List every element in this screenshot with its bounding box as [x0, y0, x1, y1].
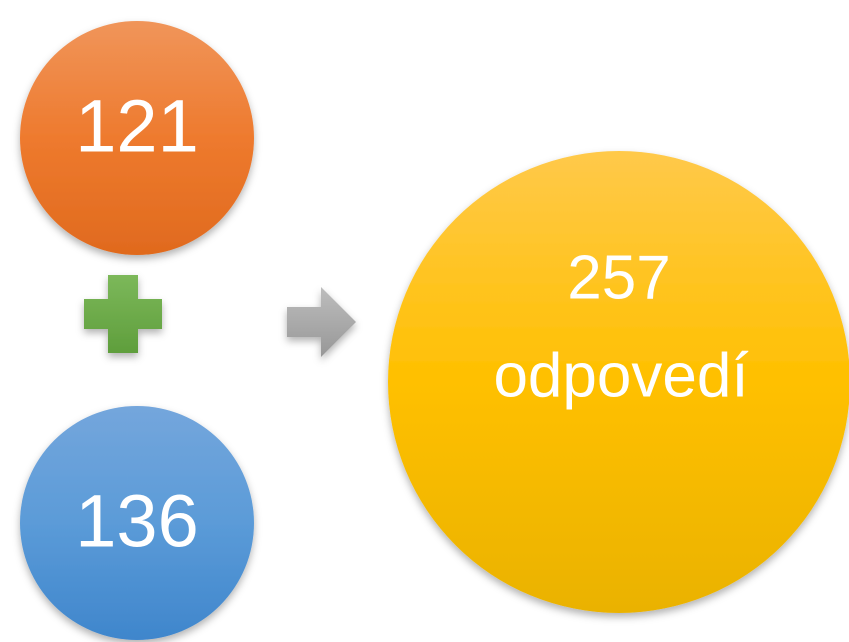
result-value: 257 [567, 243, 670, 312]
node-orange: 121 [20, 21, 254, 255]
result-label: odpovedí [493, 341, 748, 410]
arrow-icon [287, 287, 356, 357]
plus-icon [84, 275, 162, 353]
node-blue: 136 [20, 406, 254, 640]
node-result: 257 odpovedí [388, 151, 849, 613]
arrow [287, 287, 356, 357]
plus [84, 275, 162, 353]
circle [20, 406, 254, 640]
node-label: 121 [75, 85, 198, 168]
circle [388, 151, 849, 613]
node-label: 136 [75, 480, 198, 563]
circle [20, 21, 254, 255]
